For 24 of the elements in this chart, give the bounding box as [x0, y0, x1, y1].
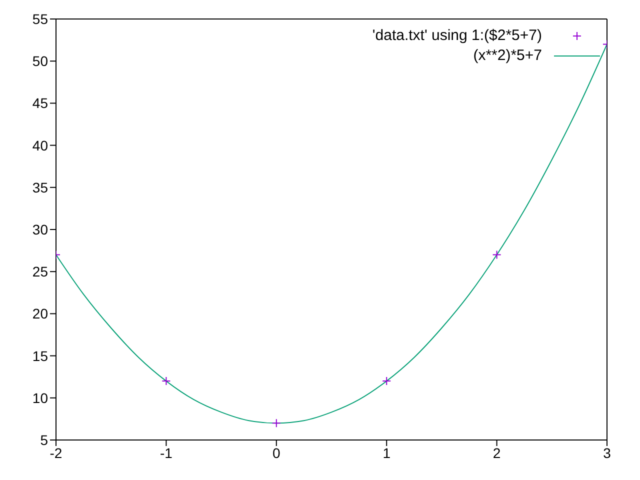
- y-tick-label: 40: [32, 137, 48, 154]
- y-tick-label: 45: [32, 95, 48, 112]
- y-tick-label: 50: [32, 53, 48, 70]
- y-tick-label: 10: [32, 390, 48, 406]
- legend-label: 'data.txt' using 1:($2*5+7): [372, 26, 542, 46]
- y-tick-label: 35: [32, 179, 48, 196]
- y-tick-label: 5: [40, 432, 48, 448]
- point: [162, 376, 171, 386]
- x-tick-label: -2: [50, 444, 62, 461]
- y-tick-label: 15: [32, 348, 48, 364]
- line-series: [56, 44, 607, 424]
- x-tick-label: 1: [382, 444, 391, 461]
- y-tick-label: 20: [32, 306, 48, 322]
- x-tick-label: -1: [160, 444, 173, 461]
- y-tick-label: 30: [32, 221, 48, 238]
- point: [382, 376, 392, 386]
- y-tick-label: 25: [32, 264, 48, 280]
- x-tick-label: 2: [492, 444, 501, 461]
- point: [492, 250, 502, 260]
- x-tick-label: 0: [272, 444, 280, 461]
- point: [272, 418, 281, 428]
- x-tick-label: 3: [603, 444, 612, 461]
- legend-label: (x**2)*5+7: [473, 46, 542, 66]
- y-tick-label: 55: [32, 10, 48, 27]
